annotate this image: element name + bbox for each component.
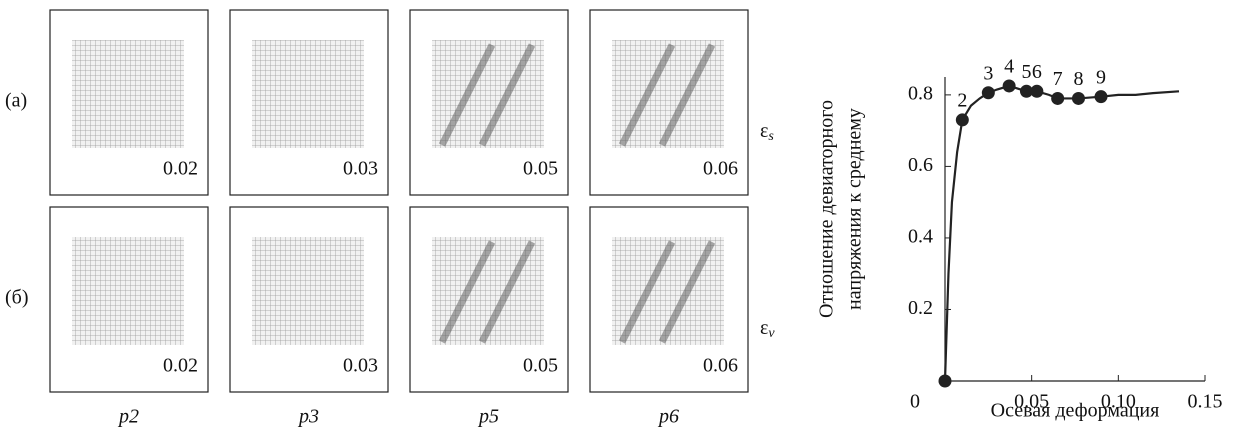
point-label: 7 xyxy=(1053,68,1063,90)
point-label: 8 xyxy=(1073,68,1083,90)
row-symbol: εs xyxy=(760,120,774,145)
panel-value: 0.06 xyxy=(703,355,738,377)
x-axis-label: Осевая деформация xyxy=(991,400,1160,422)
shear-band xyxy=(478,240,536,344)
shear-band xyxy=(438,240,496,344)
panel-value: 0.06 xyxy=(703,158,738,180)
row-label: (б) xyxy=(5,287,29,309)
data-point xyxy=(981,86,995,100)
point-label: 6 xyxy=(1032,61,1042,83)
point-label: 4 xyxy=(1004,56,1014,78)
x-tick-label: 0.05 xyxy=(1014,391,1049,413)
data-point xyxy=(1094,90,1108,104)
point-label: 3 xyxy=(983,62,993,84)
subscript: v xyxy=(768,326,775,341)
data-point xyxy=(1019,84,1033,98)
data-point xyxy=(955,113,969,127)
panel-image xyxy=(252,40,364,148)
point-label: 2 xyxy=(957,90,967,112)
symbol: ε xyxy=(760,120,768,142)
row-symbol: εv xyxy=(760,317,775,342)
chart: 0.2 0.4 0.6 0.8 0 0.05 0.10 0.15 Осевая деформац… xyxy=(816,56,1223,422)
panel-image xyxy=(252,237,364,345)
data-point xyxy=(1051,91,1065,105)
y-tick-label: 0.8 xyxy=(908,82,933,104)
y-axis-label: напряжения к среднему xyxy=(844,108,866,310)
panel-value: 0.05 xyxy=(523,355,558,377)
x-tick-label: 0.15 xyxy=(1188,391,1223,413)
panel-value: 0.03 xyxy=(343,355,378,377)
panel-value: 0.03 xyxy=(343,158,378,180)
panel-grid: 0.02 0.03 0.05 0.06(а)εs0.02 0.03 0.05 0.06(б)… xyxy=(5,9,775,428)
y-axis-label: Отношение девиаторного xyxy=(816,100,838,318)
point-label: 9 xyxy=(1096,66,1106,88)
panel-value: 0.05 xyxy=(523,158,558,180)
shear-band xyxy=(478,43,536,147)
panel-image xyxy=(72,237,184,345)
y-tick-label: 0.6 xyxy=(908,154,933,176)
point-label: 5 xyxy=(1021,61,1031,83)
curve xyxy=(943,84,1180,382)
column-label: p3 xyxy=(297,406,319,428)
data-point xyxy=(1030,84,1044,98)
shear-band xyxy=(658,240,716,344)
panel-value: 0.02 xyxy=(163,355,198,377)
shear-band xyxy=(658,43,716,147)
shear-band xyxy=(438,43,496,147)
y-tick-label: 0.4 xyxy=(908,226,933,248)
shear-band xyxy=(618,240,676,344)
x-tick-label: 0.10 xyxy=(1101,391,1136,413)
subscript: s xyxy=(768,129,774,144)
data-point xyxy=(938,374,952,388)
data-point xyxy=(1071,91,1085,105)
panel-image xyxy=(72,40,184,148)
symbol: ε xyxy=(760,317,768,339)
x-tick-label: 0 xyxy=(910,391,920,413)
panel-value: 0.02 xyxy=(163,158,198,180)
column-label: p6 xyxy=(657,406,679,428)
shear-band xyxy=(618,43,676,147)
column-label: p2 xyxy=(117,406,139,428)
column-label: p5 xyxy=(477,406,499,428)
y-tick-label: 0.2 xyxy=(908,297,933,319)
data-point xyxy=(1002,79,1016,93)
row-label: (а) xyxy=(5,90,27,112)
